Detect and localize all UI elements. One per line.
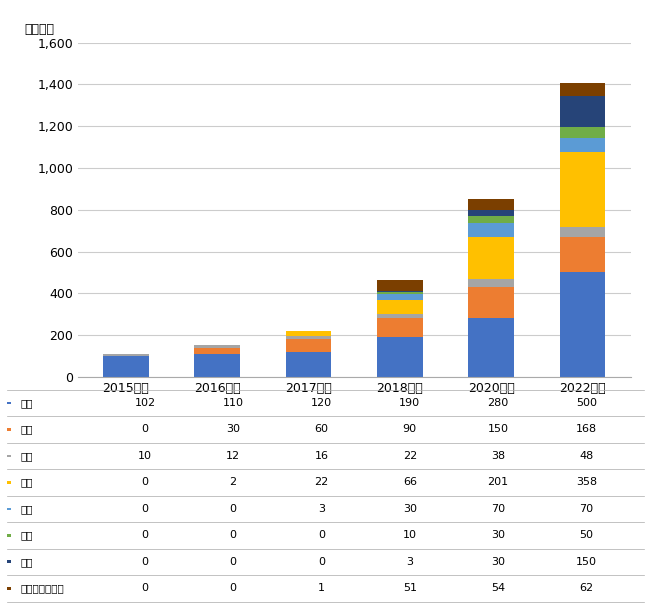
Text: 屋内: 屋内 — [21, 557, 33, 567]
FancyBboxPatch shape — [6, 561, 11, 563]
Text: 30: 30 — [403, 504, 417, 514]
FancyBboxPatch shape — [6, 587, 11, 590]
Bar — [194, 354, 240, 377]
FancyBboxPatch shape — [6, 455, 11, 457]
Text: 12: 12 — [226, 451, 240, 461]
Text: 70: 70 — [491, 504, 505, 514]
FancyBboxPatch shape — [6, 508, 11, 510]
Text: 防犯: 防犯 — [21, 504, 33, 514]
Bar — [377, 291, 423, 292]
Bar — [377, 319, 423, 337]
Text: 0: 0 — [142, 583, 148, 593]
Text: 空撮: 空撮 — [21, 451, 33, 461]
Text: 0: 0 — [142, 424, 148, 435]
Bar — [560, 227, 605, 237]
Text: 0: 0 — [142, 477, 148, 488]
Text: 0: 0 — [142, 557, 148, 567]
Bar — [194, 348, 240, 354]
Text: 3: 3 — [406, 557, 413, 567]
Bar — [469, 279, 514, 287]
Text: 500: 500 — [576, 398, 597, 408]
Text: 48: 48 — [579, 451, 593, 461]
FancyBboxPatch shape — [6, 428, 11, 431]
FancyBboxPatch shape — [6, 534, 11, 537]
Bar — [377, 300, 423, 314]
Text: 0: 0 — [318, 557, 325, 567]
Bar — [286, 339, 332, 352]
Text: 201: 201 — [488, 477, 508, 488]
Text: 1: 1 — [318, 583, 325, 593]
Bar — [469, 210, 514, 216]
Text: 30: 30 — [491, 530, 505, 541]
Bar — [377, 294, 423, 300]
Text: 3: 3 — [318, 504, 325, 514]
Text: 190: 190 — [399, 398, 421, 408]
Bar — [560, 83, 605, 96]
Bar — [560, 138, 605, 153]
Text: 農業: 農業 — [21, 398, 33, 408]
Text: 22: 22 — [315, 477, 329, 488]
Y-axis label: （億円）: （億円） — [24, 23, 55, 36]
Bar — [469, 199, 514, 210]
Text: 150: 150 — [576, 557, 597, 567]
Text: 0: 0 — [142, 530, 148, 541]
Text: 54: 54 — [491, 583, 505, 593]
Text: 38: 38 — [491, 451, 505, 461]
Bar — [560, 96, 605, 128]
Bar — [469, 216, 514, 223]
Text: 10: 10 — [138, 451, 152, 461]
Bar — [377, 292, 423, 294]
Text: 0: 0 — [142, 504, 148, 514]
Text: 0: 0 — [318, 530, 325, 541]
Text: 測量: 測量 — [21, 424, 33, 435]
Text: 検査: 検査 — [21, 477, 33, 488]
Bar — [560, 237, 605, 272]
Text: 50: 50 — [579, 530, 593, 541]
Text: 168: 168 — [576, 424, 597, 435]
Text: 102: 102 — [135, 398, 155, 408]
Text: 62: 62 — [579, 583, 593, 593]
Bar — [377, 314, 423, 319]
Text: 358: 358 — [576, 477, 597, 488]
Text: 30: 30 — [226, 424, 240, 435]
Text: 110: 110 — [223, 398, 244, 408]
Bar — [560, 272, 605, 377]
Bar — [286, 336, 332, 339]
FancyBboxPatch shape — [6, 481, 11, 484]
Text: 16: 16 — [315, 451, 328, 461]
Bar — [469, 287, 514, 319]
Bar — [286, 352, 332, 377]
Text: 90: 90 — [403, 424, 417, 435]
Text: 51: 51 — [403, 583, 417, 593]
Text: 60: 60 — [315, 424, 328, 435]
Text: 30: 30 — [491, 557, 505, 567]
Bar — [469, 223, 514, 237]
Bar — [560, 153, 605, 227]
Text: 0: 0 — [229, 557, 237, 567]
Text: 120: 120 — [311, 398, 332, 408]
Text: 70: 70 — [579, 504, 593, 514]
Text: 22: 22 — [402, 451, 417, 461]
Text: 2: 2 — [229, 477, 237, 488]
Bar — [469, 319, 514, 377]
Bar — [560, 128, 605, 138]
Bar — [286, 331, 332, 336]
Text: 0: 0 — [229, 583, 237, 593]
Bar — [377, 280, 423, 291]
Text: 0: 0 — [229, 530, 237, 541]
Text: 物流: 物流 — [21, 530, 33, 541]
Bar — [103, 354, 149, 356]
Text: 10: 10 — [403, 530, 417, 541]
Text: 0: 0 — [229, 504, 237, 514]
Text: 280: 280 — [488, 398, 509, 408]
Bar — [194, 345, 240, 348]
Text: 66: 66 — [403, 477, 417, 488]
Text: 150: 150 — [488, 424, 508, 435]
Bar — [469, 237, 514, 279]
Text: その他サービス: その他サービス — [21, 583, 64, 593]
Bar — [377, 337, 423, 377]
FancyBboxPatch shape — [6, 402, 11, 404]
Bar — [103, 356, 149, 377]
